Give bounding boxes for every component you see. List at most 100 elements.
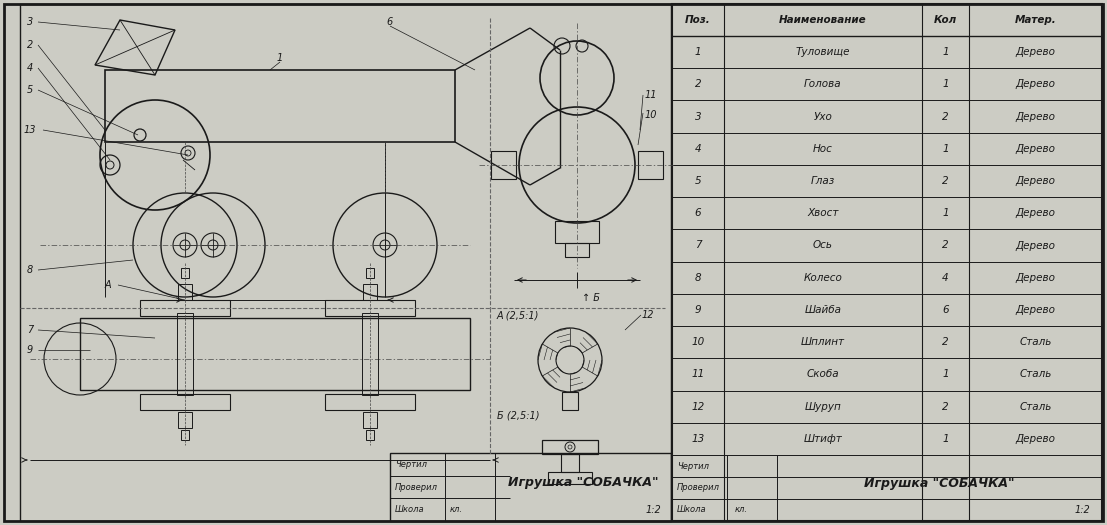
Bar	[182, 268, 189, 278]
Text: Нос: Нос	[813, 144, 832, 154]
Bar	[638, 151, 663, 179]
Bar	[390, 453, 671, 521]
Text: Поз.: Поз.	[685, 15, 711, 25]
Text: 9: 9	[27, 345, 33, 355]
Text: 1: 1	[942, 47, 949, 57]
Bar	[178, 412, 192, 428]
Bar	[139, 394, 230, 410]
Bar	[562, 392, 578, 410]
Text: 7: 7	[695, 240, 702, 250]
Text: Колесо: Колесо	[804, 272, 842, 283]
Bar	[366, 268, 374, 278]
Text: 2: 2	[942, 402, 949, 412]
Text: Проверил: Проверил	[677, 484, 720, 492]
Text: ↑ Б: ↑ Б	[582, 293, 600, 303]
Text: 1: 1	[277, 53, 283, 63]
Text: Штифт: Штифт	[804, 434, 842, 444]
Text: 11: 11	[692, 370, 705, 380]
Text: Ось: Ось	[813, 240, 832, 250]
Text: Шуруп: Шуруп	[805, 402, 841, 412]
Text: Матер.: Матер.	[1015, 15, 1056, 25]
Text: 5: 5	[695, 176, 702, 186]
Text: 12: 12	[692, 402, 705, 412]
Bar	[492, 151, 516, 179]
Text: 13: 13	[692, 434, 705, 444]
Text: 1: 1	[695, 47, 702, 57]
Text: 1: 1	[942, 144, 949, 154]
Text: кл.: кл.	[735, 506, 748, 514]
Text: 2: 2	[942, 176, 949, 186]
Text: 13: 13	[23, 125, 37, 135]
Text: 1: 1	[942, 434, 949, 444]
Text: 4: 4	[942, 272, 949, 283]
Text: 2: 2	[942, 112, 949, 122]
Text: Школа: Школа	[395, 505, 425, 514]
Bar	[565, 243, 589, 257]
Text: Голова: Голова	[804, 79, 841, 89]
Text: 4: 4	[27, 63, 33, 73]
Text: Игрушка "СОБАЧКА": Игрушка "СОБАЧКА"	[508, 476, 659, 489]
Bar	[177, 313, 193, 395]
Text: Проверил: Проверил	[395, 482, 438, 491]
Text: 1:2: 1:2	[645, 505, 661, 514]
Bar	[672, 4, 1101, 521]
Text: Дерево: Дерево	[1015, 305, 1055, 315]
Text: Чертил: Чертил	[395, 460, 427, 469]
Text: 6: 6	[695, 208, 702, 218]
Text: 3: 3	[27, 17, 33, 27]
Text: 4: 4	[695, 144, 702, 154]
Text: 1: 1	[942, 79, 949, 89]
Text: 12: 12	[642, 310, 654, 320]
Bar	[363, 412, 377, 428]
Text: 6: 6	[386, 17, 393, 27]
Text: 2: 2	[27, 40, 33, 50]
Text: 8: 8	[695, 272, 702, 283]
Bar	[325, 394, 415, 410]
Text: Шайба: Шайба	[805, 305, 841, 315]
Text: 1: 1	[942, 208, 949, 218]
Text: 11: 11	[644, 90, 658, 100]
Text: Ухо: Ухо	[814, 112, 832, 122]
Bar	[363, 284, 377, 300]
Text: Дерево: Дерево	[1015, 272, 1055, 283]
Text: 1:2: 1:2	[1074, 505, 1090, 515]
Bar	[548, 472, 592, 484]
Bar	[105, 70, 455, 142]
Bar	[80, 318, 470, 390]
Text: 5: 5	[27, 85, 33, 95]
Text: кл.: кл.	[451, 505, 463, 514]
Bar	[139, 300, 230, 316]
Text: 9: 9	[695, 305, 702, 315]
Bar	[542, 440, 598, 454]
Bar	[20, 4, 671, 521]
Text: 7: 7	[27, 325, 33, 335]
Bar	[178, 284, 192, 300]
Bar	[561, 454, 579, 472]
Text: А (2,5:1): А (2,5:1)	[497, 310, 539, 320]
Text: А: А	[105, 280, 112, 290]
Text: Чертил: Чертил	[677, 461, 708, 470]
Text: Игрушка "СОБАЧКА": Игрушка "СОБАЧКА"	[865, 477, 1015, 490]
Text: 2: 2	[695, 79, 702, 89]
Text: Наименование: Наименование	[779, 15, 867, 25]
Text: 8: 8	[27, 265, 33, 275]
Text: Туловище: Туловище	[796, 47, 850, 57]
Text: 1: 1	[942, 370, 949, 380]
Text: 6: 6	[942, 305, 949, 315]
Text: Шплинт: Шплинт	[801, 337, 845, 347]
Text: Глаз: Глаз	[810, 176, 835, 186]
Text: Дерево: Дерево	[1015, 111, 1055, 122]
Text: Скоба: Скоба	[807, 370, 839, 380]
Text: 3: 3	[695, 112, 702, 122]
Text: Дерево: Дерево	[1015, 47, 1055, 57]
Bar	[362, 313, 377, 395]
Text: Сталь: Сталь	[1020, 402, 1052, 412]
Bar	[366, 430, 374, 440]
Text: Дерево: Дерево	[1015, 79, 1055, 89]
Bar	[182, 430, 189, 440]
Text: Б (2,5:1): Б (2,5:1)	[497, 410, 539, 420]
Bar	[555, 221, 599, 243]
Text: Дерево: Дерево	[1015, 176, 1055, 186]
Text: 10: 10	[692, 337, 705, 347]
Text: 10: 10	[644, 110, 658, 120]
